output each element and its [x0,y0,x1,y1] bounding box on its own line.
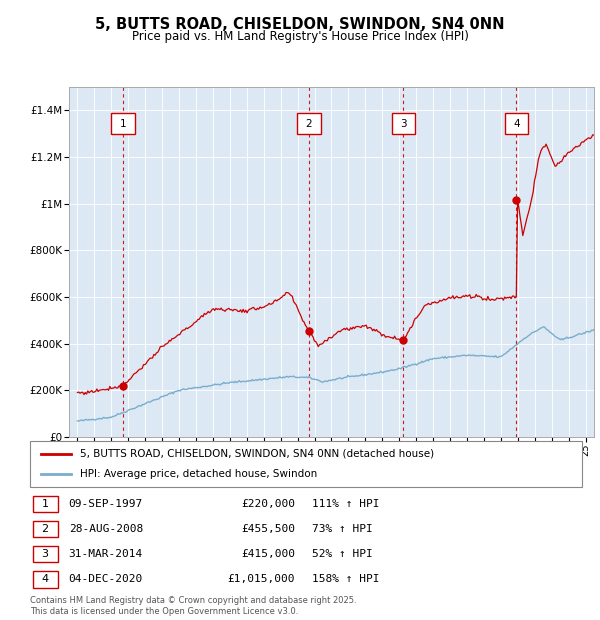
Text: 3: 3 [400,118,407,128]
Text: 1: 1 [120,118,127,128]
FancyBboxPatch shape [111,113,135,134]
Text: 4: 4 [513,118,520,128]
Text: 09-SEP-1997: 09-SEP-1997 [68,498,143,508]
Text: 111% ↑ HPI: 111% ↑ HPI [311,498,379,508]
Text: 3: 3 [41,549,49,559]
Text: 5, BUTTS ROAD, CHISELDON, SWINDON, SN4 0NN: 5, BUTTS ROAD, CHISELDON, SWINDON, SN4 0… [95,17,505,32]
Text: 4: 4 [41,575,49,585]
FancyBboxPatch shape [33,521,58,537]
Text: £455,500: £455,500 [241,524,295,534]
FancyBboxPatch shape [30,441,582,487]
Text: 52% ↑ HPI: 52% ↑ HPI [311,549,372,559]
Text: 73% ↑ HPI: 73% ↑ HPI [311,524,372,534]
FancyBboxPatch shape [297,113,320,134]
Text: £1,015,000: £1,015,000 [227,575,295,585]
FancyBboxPatch shape [505,113,528,134]
FancyBboxPatch shape [392,113,415,134]
Text: 1: 1 [41,498,49,508]
Text: £220,000: £220,000 [241,498,295,508]
Text: 04-DEC-2020: 04-DEC-2020 [68,575,143,585]
FancyBboxPatch shape [33,572,58,588]
Text: 2: 2 [41,524,49,534]
Text: 31-MAR-2014: 31-MAR-2014 [68,549,143,559]
Text: 158% ↑ HPI: 158% ↑ HPI [311,575,379,585]
Text: 5, BUTTS ROAD, CHISELDON, SWINDON, SN4 0NN (detached house): 5, BUTTS ROAD, CHISELDON, SWINDON, SN4 0… [80,449,434,459]
FancyBboxPatch shape [33,495,58,512]
Text: Contains HM Land Registry data © Crown copyright and database right 2025.
This d: Contains HM Land Registry data © Crown c… [30,596,356,616]
Text: £415,000: £415,000 [241,549,295,559]
Text: 2: 2 [305,118,312,128]
FancyBboxPatch shape [33,546,58,562]
Text: Price paid vs. HM Land Registry's House Price Index (HPI): Price paid vs. HM Land Registry's House … [131,30,469,43]
Text: 28-AUG-2008: 28-AUG-2008 [68,524,143,534]
Text: HPI: Average price, detached house, Swindon: HPI: Average price, detached house, Swin… [80,469,317,479]
